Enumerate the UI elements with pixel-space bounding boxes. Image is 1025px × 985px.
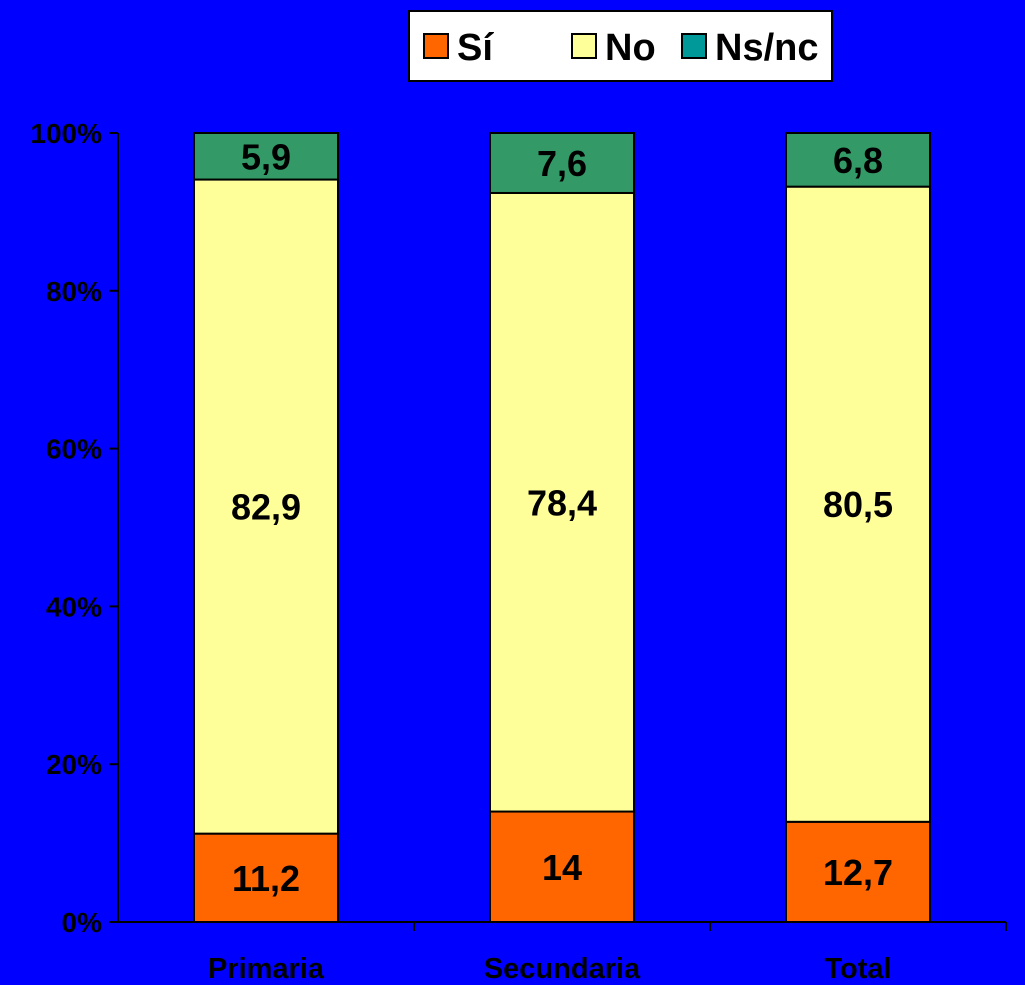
legend-swatch-ns-nc [681,33,707,59]
data-label-primaria-si: 11,2 [232,858,300,899]
bar-total-si [785,820,931,923]
bar-primaria-ns-nc [193,132,339,181]
data-label-secundaria-no: 78,4 [527,482,597,523]
data-label-total-si: 12,7 [823,852,893,893]
bar-secundaria-si [489,810,635,923]
bar-total-ns-nc [785,132,931,188]
y-tick-label: 80% [46,276,102,307]
legend-swatch-si [423,33,449,59]
y-tick-label: 40% [46,591,102,622]
data-label-secundaria-ns-nc: 7,6 [537,143,587,184]
x-tick-label-primaria: Primaria [208,953,325,985]
data-label-secundaria-si: 14 [542,847,582,888]
data-label-primaria-ns-nc: 5,9 [241,136,291,177]
data-labels: 11,2 82,9 5,9 14 78,4 7,6 12,7 80,5 6,8 [231,136,893,899]
y-tick-label: 100% [30,118,102,149]
bar-total-no [785,185,931,823]
bar-secundaria-no [489,191,635,813]
legend: Sí No Ns/nc [408,10,833,82]
x-tick-label-secundaria: Secundaria [484,953,641,985]
bars [193,132,931,924]
data-label-total-no: 80,5 [823,484,893,525]
legend-label-no: No [605,27,656,69]
legend-label-si: Sí [457,27,494,69]
legend-box [408,10,833,82]
y-tick-label: 60% [46,434,102,465]
bar-secundaria-ns-nc [489,132,635,194]
bar-primaria-si [193,832,339,924]
legend-swatch-no [571,33,597,59]
y-tick-label: 0% [62,907,103,938]
x-tick-label-total: Total [824,953,891,985]
legend-label-ns-nc: Ns/nc [715,27,818,69]
y-tick-label: 20% [46,749,102,780]
data-label-primaria-no: 82,9 [231,487,301,528]
data-label-total-ns-nc: 6,8 [833,140,883,181]
